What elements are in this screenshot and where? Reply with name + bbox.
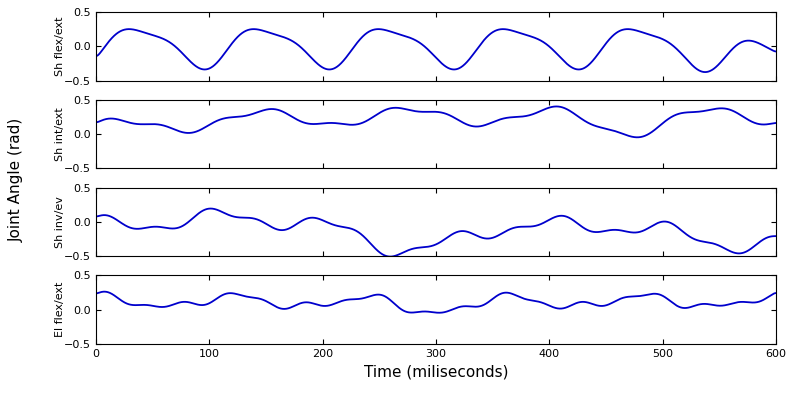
Y-axis label: El flex/ext: El flex/ext bbox=[55, 282, 65, 337]
Y-axis label: Sh int/ext: Sh int/ext bbox=[55, 107, 65, 161]
Text: Joint Angle (rad): Joint Angle (rad) bbox=[9, 118, 23, 242]
Y-axis label: Sh flex/ext: Sh flex/ext bbox=[55, 16, 65, 76]
Y-axis label: Sh inv/ev: Sh inv/ev bbox=[55, 196, 65, 248]
X-axis label: Time (miliseconds): Time (miliseconds) bbox=[364, 364, 508, 380]
